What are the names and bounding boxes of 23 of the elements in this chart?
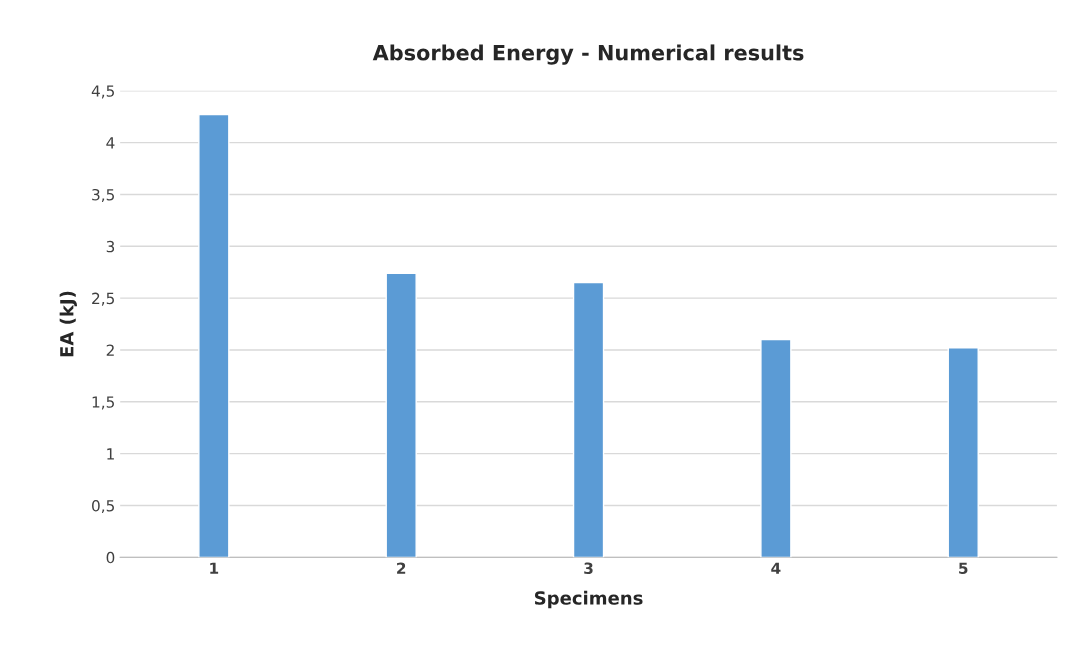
x-tick-label: 5 [959,562,968,575]
x-tick-label: 2 [397,562,406,574]
bar [760,338,792,558]
y-tick-label: 2 [106,344,114,356]
y-tick-label: 0 [106,551,115,564]
bar [198,113,230,558]
chart-title: Absorbed Energy - Numerical results [372,44,804,65]
y-tick-label: 4 [106,137,115,149]
y-tick-label: 2,5 [92,292,114,306]
y-tick-label: 1 [107,448,114,460]
y-tick-label: 0,5 [92,499,114,514]
y-tick-label: 4,5 [91,85,114,99]
x-tick-label: 3 [584,562,593,575]
bar [947,347,979,558]
y-tick-label: 1,5 [92,396,114,410]
x-axis-title: Specimens [534,590,643,609]
x-tick-label: 1 [210,562,219,574]
y-axis-title: EA (kJ) [59,291,77,357]
x-tick-label: 4 [771,562,781,574]
bar [572,281,605,558]
y-tick-label: 3,5 [92,188,114,203]
bar [385,272,417,558]
y-tick-label: 3 [106,240,115,253]
